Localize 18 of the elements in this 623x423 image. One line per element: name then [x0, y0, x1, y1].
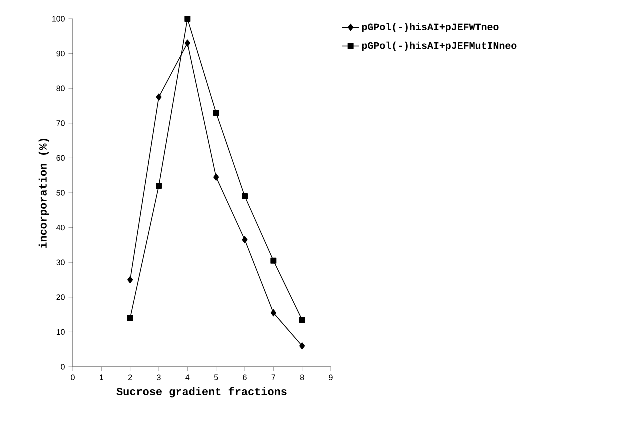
- point: [127, 315, 134, 322]
- point: [300, 342, 306, 350]
- legend-label: pGPol(-)hisAI+pJEFMutINneo: [362, 42, 517, 52]
- point: [270, 258, 277, 264]
- y-axis-title: incorporation (%): [38, 138, 50, 248]
- x-axis-title: Sucrose gradient fractions: [116, 387, 287, 398]
- point: [299, 317, 306, 324]
- point: [184, 16, 191, 22]
- point: [184, 40, 190, 47]
- point: [156, 94, 162, 101]
- legend-label: pGPol(-)hisAI+pJEFWTneo: [362, 23, 499, 32]
- point: [128, 276, 134, 284]
- point: [156, 183, 162, 190]
- point: [213, 110, 220, 116]
- point: [270, 309, 276, 317]
- point: [214, 174, 220, 181]
- point: [242, 193, 248, 200]
- point: [242, 236, 248, 244]
